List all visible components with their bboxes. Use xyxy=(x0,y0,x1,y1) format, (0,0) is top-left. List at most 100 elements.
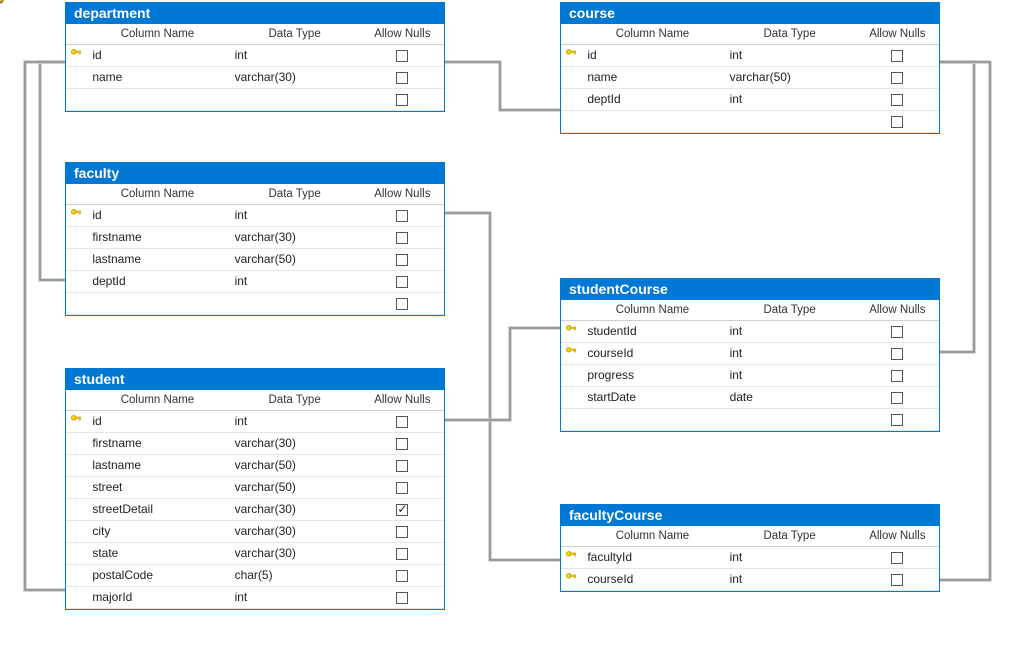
column-name: name xyxy=(581,66,723,88)
col-name-header: Column Name xyxy=(581,526,723,546)
column-row[interactable]: streetDetailvarchar(30) xyxy=(66,498,444,520)
allow-nulls-checkbox[interactable] xyxy=(396,592,408,604)
header-row: Column NameData TypeAllow Nulls xyxy=(66,24,444,44)
column-row[interactable]: idint xyxy=(66,44,444,66)
allow-nulls-checkbox[interactable] xyxy=(396,72,408,84)
column-row[interactable]: idint xyxy=(66,410,444,432)
column-name: city xyxy=(86,520,228,542)
column-type: varchar(50) xyxy=(229,248,361,270)
allow-nulls-checkbox[interactable] xyxy=(396,210,408,222)
allow-nulls-checkbox[interactable] xyxy=(891,414,903,426)
column-row[interactable]: namevarchar(30) xyxy=(66,66,444,88)
table-title: faculty xyxy=(66,163,444,184)
allow-nulls-checkbox[interactable] xyxy=(396,232,408,244)
column-type: int xyxy=(724,568,856,590)
allow-nulls-checkbox[interactable] xyxy=(396,438,408,450)
allow-nulls-checkbox[interactable] xyxy=(396,460,408,472)
column-row[interactable]: firstnamevarchar(30) xyxy=(66,432,444,454)
table-studentCourse[interactable]: studentCourseColumn NameData TypeAllow N… xyxy=(560,278,940,432)
column-row[interactable]: statevarchar(30) xyxy=(66,542,444,564)
allow-nulls-checkbox[interactable] xyxy=(891,574,903,586)
table-course[interactable]: courseColumn NameData TypeAllow Nullsidi… xyxy=(560,2,940,134)
column-name xyxy=(86,292,228,314)
column-row[interactable]: idint xyxy=(66,204,444,226)
allow-nulls-checkbox[interactable] xyxy=(396,50,408,62)
column-type: varchar(30) xyxy=(229,542,361,564)
relation-one-icon xyxy=(0,0,3,3)
relation-many-icon xyxy=(0,0,2,2)
col-name-header: Column Name xyxy=(86,24,228,44)
column-name: courseId xyxy=(581,568,723,590)
relation-dept-to-student[interactable] xyxy=(0,0,65,590)
col-name-header: Column Name xyxy=(581,24,723,44)
column-row[interactable] xyxy=(561,408,939,430)
column-row[interactable]: facultyIdint xyxy=(561,546,939,568)
allow-nulls-checkbox[interactable] xyxy=(891,348,903,360)
col-type-header: Data Type xyxy=(229,24,361,44)
column-row[interactable]: cityvarchar(30) xyxy=(66,520,444,542)
allow-nulls-checkbox[interactable] xyxy=(891,94,903,106)
relation-many-icon xyxy=(0,0,2,2)
primary-key-icon xyxy=(565,48,577,60)
allow-nulls-checkbox[interactable] xyxy=(891,116,903,128)
allow-nulls-checkbox[interactable] xyxy=(396,526,408,538)
allow-nulls-checkbox[interactable] xyxy=(891,72,903,84)
column-row[interactable]: namevarchar(50) xyxy=(561,66,939,88)
table-department[interactable]: departmentColumn NameData TypeAllow Null… xyxy=(65,2,445,112)
allow-nulls-checkbox[interactable] xyxy=(396,570,408,582)
column-row[interactable]: courseIdint xyxy=(561,342,939,364)
column-row[interactable] xyxy=(66,88,444,110)
allow-nulls-checkbox[interactable] xyxy=(396,94,408,106)
column-name xyxy=(86,88,228,110)
column-name: courseId xyxy=(581,342,723,364)
column-name xyxy=(581,408,723,430)
column-type: varchar(50) xyxy=(724,66,856,88)
allow-nulls-checkbox[interactable] xyxy=(396,504,408,516)
column-row[interactable]: majorIdint xyxy=(66,586,444,608)
column-name: deptId xyxy=(581,88,723,110)
allow-nulls-checkbox[interactable] xyxy=(891,50,903,62)
allow-nulls-checkbox[interactable] xyxy=(396,254,408,266)
column-grid: Column NameData TypeAllow Nullsidintname… xyxy=(66,24,444,111)
column-row[interactable] xyxy=(561,110,939,132)
column-name: postalCode xyxy=(86,564,228,586)
allow-nulls-checkbox[interactable] xyxy=(396,276,408,288)
column-row[interactable]: idint xyxy=(561,44,939,66)
column-row[interactable]: streetvarchar(50) xyxy=(66,476,444,498)
column-row[interactable]: startDatedate xyxy=(561,386,939,408)
header-row: Column NameData TypeAllow Nulls xyxy=(66,184,444,204)
allow-nulls-checkbox[interactable] xyxy=(396,298,408,310)
column-name: name xyxy=(86,66,228,88)
allow-nulls-checkbox[interactable] xyxy=(396,548,408,560)
column-type: date xyxy=(724,386,856,408)
column-name: firstname xyxy=(86,226,228,248)
allow-nulls-checkbox[interactable] xyxy=(396,416,408,428)
column-row[interactable]: studentIdint xyxy=(561,320,939,342)
column-row[interactable]: firstnamevarchar(30) xyxy=(66,226,444,248)
table-facultyCourse[interactable]: facultyCourseColumn NameData TypeAllow N… xyxy=(560,504,940,592)
column-row[interactable]: progressint xyxy=(561,364,939,386)
allow-nulls-checkbox[interactable] xyxy=(891,552,903,564)
column-row[interactable] xyxy=(66,292,444,314)
allow-nulls-checkbox[interactable] xyxy=(891,326,903,338)
column-row[interactable]: deptIdint xyxy=(561,88,939,110)
allow-nulls-checkbox[interactable] xyxy=(396,482,408,494)
column-row[interactable]: lastnamevarchar(50) xyxy=(66,454,444,476)
column-type xyxy=(724,110,856,132)
column-row[interactable]: courseIdint xyxy=(561,568,939,590)
primary-key-icon xyxy=(565,572,577,584)
column-type: varchar(50) xyxy=(229,454,361,476)
column-row[interactable]: deptIdint xyxy=(66,270,444,292)
column-grid: Column NameData TypeAllow Nullsidintfirs… xyxy=(66,184,444,315)
relation-dept-to-faculty[interactable] xyxy=(0,0,65,280)
column-type: int xyxy=(229,44,361,66)
allow-nulls-checkbox[interactable] xyxy=(891,370,903,382)
column-type: varchar(30) xyxy=(229,432,361,454)
allow-nulls-checkbox[interactable] xyxy=(891,392,903,404)
table-student[interactable]: studentColumn NameData TypeAllow Nullsid… xyxy=(65,368,445,610)
column-row[interactable]: postalCodechar(5) xyxy=(66,564,444,586)
table-faculty[interactable]: facultyColumn NameData TypeAllow Nullsid… xyxy=(65,162,445,316)
relation-many-icon xyxy=(0,0,2,2)
column-row[interactable]: lastnamevarchar(50) xyxy=(66,248,444,270)
table-title: department xyxy=(66,3,444,24)
